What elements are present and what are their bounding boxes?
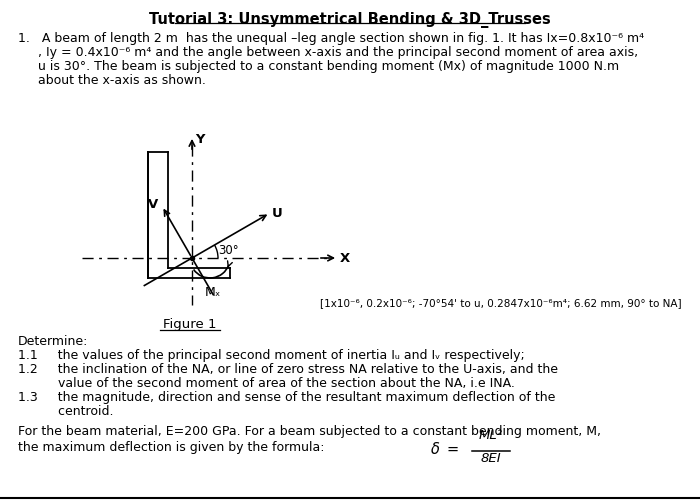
Text: u is 30°. The beam is subjected to a constant bending moment (Mx) of magnitude 1: u is 30°. The beam is subjected to a con… [18, 60, 619, 73]
Text: 1.3     the magnitude, direction and sense of the resultant maximum deflection o: 1.3 the magnitude, direction and sense o… [18, 391, 555, 404]
Text: X: X [340, 252, 350, 265]
Text: 1.1     the values of the principal second moment of inertia Iᵤ and Iᵥ respectiv: 1.1 the values of the principal second m… [18, 349, 525, 362]
Text: about the x-axis as shown.: about the x-axis as shown. [18, 74, 206, 87]
Text: 1.   A beam of length 2 m  has the unequal –leg angle section shown in fig. 1. I: 1. A beam of length 2 m has the unequal … [18, 32, 644, 45]
Text: Tutorial 3: Unsymmetrical Bending & 3D_Trusses: Tutorial 3: Unsymmetrical Bending & 3D_T… [149, 12, 551, 28]
Text: $\delta\ =$: $\delta\ =$ [430, 441, 459, 457]
Text: Determine:: Determine: [18, 335, 88, 348]
Text: ML²: ML² [479, 429, 503, 442]
Text: Figure 1: Figure 1 [163, 318, 217, 331]
Text: [1x10⁻⁶, 0.2x10⁻⁶; -70°54' to u, 0.2847x10⁻⁶m⁴; 6.62 mm, 90° to NA]: [1x10⁻⁶, 0.2x10⁻⁶; -70°54' to u, 0.2847x… [320, 298, 682, 308]
Text: 30°: 30° [218, 244, 239, 257]
Text: 1.2     the inclination of the NA, or line of zero stress NA relative to the U-a: 1.2 the inclination of the NA, or line o… [18, 363, 558, 376]
Text: 8EI: 8EI [481, 452, 501, 465]
Text: V: V [148, 198, 158, 211]
Text: For the beam material, E=200 GPa. For a beam subjected to a constant bending mom: For the beam material, E=200 GPa. For a … [18, 425, 601, 438]
Text: the maximum deflection is given by the formula:: the maximum deflection is given by the f… [18, 441, 325, 454]
Text: value of the second moment of area of the section about the NA, i.e INA.: value of the second moment of area of th… [18, 377, 515, 390]
Text: U: U [272, 207, 283, 220]
Text: centroid.: centroid. [18, 405, 113, 418]
Text: Y: Y [195, 133, 204, 146]
Text: , Iy = 0.4x10⁻⁶ m⁴ and the angle between x-axis and the principal second moment : , Iy = 0.4x10⁻⁶ m⁴ and the angle between… [18, 46, 638, 59]
Text: Mₓ: Mₓ [205, 286, 221, 299]
